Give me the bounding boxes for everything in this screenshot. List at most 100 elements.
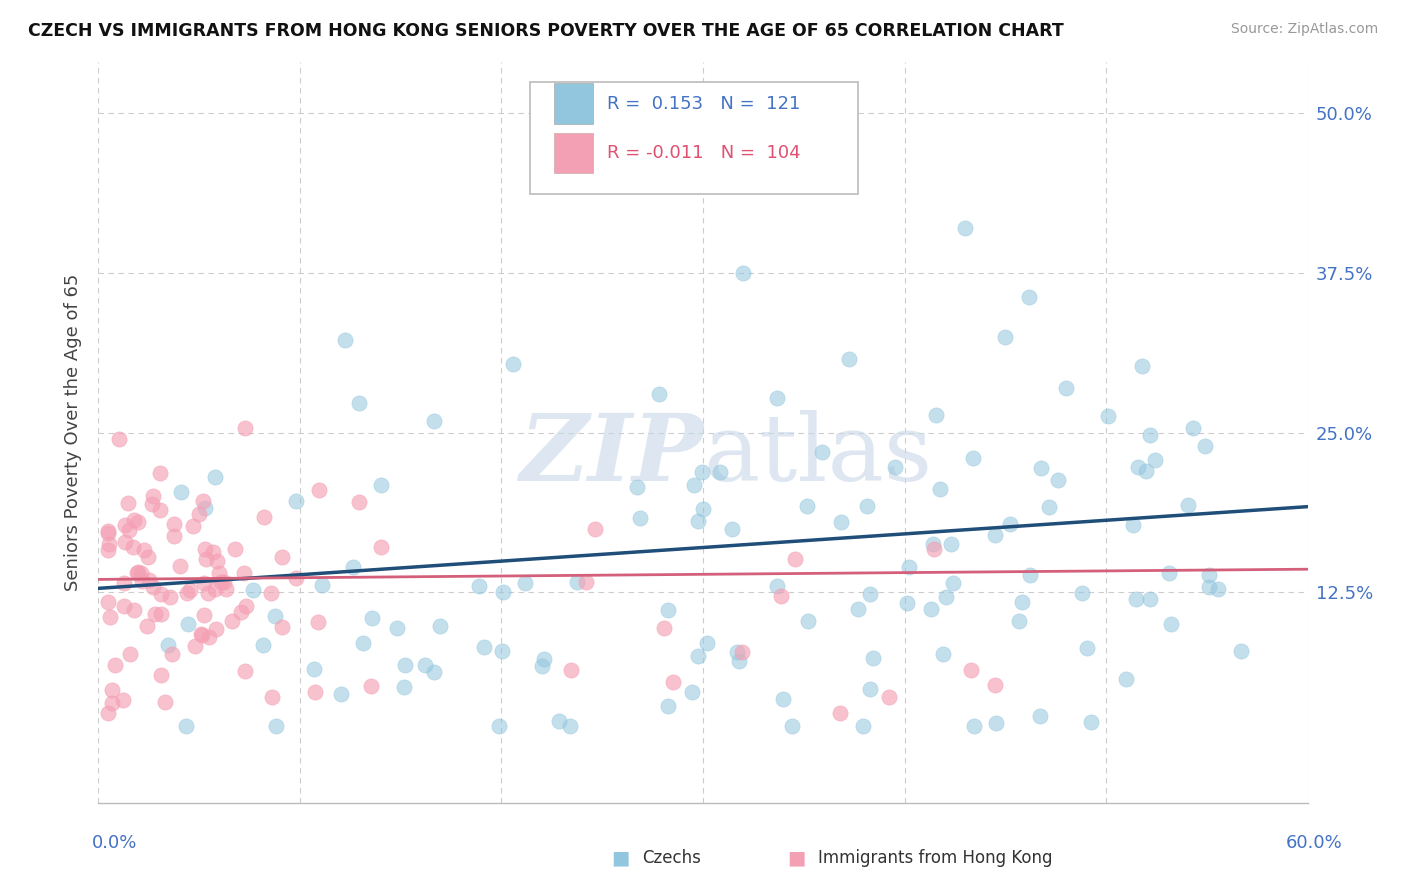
- Point: [308, 483, 330, 497]
- Point: [1160, 617, 1182, 632]
- Point: [153, 695, 176, 709]
- Point: [1038, 500, 1060, 515]
- Point: [361, 611, 384, 625]
- Point: [149, 607, 172, 622]
- Point: [984, 678, 1007, 692]
- Point: [583, 522, 606, 536]
- Point: [797, 614, 820, 628]
- Point: [98, 609, 121, 624]
- Point: [766, 391, 789, 405]
- Point: [696, 636, 718, 650]
- Point: [468, 579, 491, 593]
- Point: [271, 620, 294, 634]
- Point: [122, 540, 145, 554]
- Point: [347, 396, 370, 410]
- Point: [112, 693, 135, 707]
- Point: [921, 537, 943, 551]
- Point: [360, 679, 382, 693]
- Point: [311, 578, 333, 592]
- Point: [122, 603, 145, 617]
- Point: [198, 630, 221, 644]
- Point: [188, 507, 211, 521]
- Point: [772, 692, 794, 706]
- Point: [242, 582, 264, 597]
- Point: [935, 590, 957, 604]
- Point: [138, 574, 160, 588]
- Point: [1008, 614, 1031, 628]
- Point: [558, 719, 581, 733]
- Text: Immigrants from Hong Kong: Immigrants from Hong Kong: [818, 849, 1053, 867]
- Point: [547, 714, 569, 728]
- Point: [112, 599, 135, 613]
- Point: [271, 550, 294, 565]
- Point: [156, 638, 179, 652]
- Point: [1011, 595, 1033, 609]
- Point: [385, 621, 408, 635]
- Text: 60.0%: 60.0%: [1286, 834, 1343, 852]
- Text: ZIP: ZIP: [519, 409, 703, 500]
- Point: [846, 602, 869, 616]
- Point: [205, 554, 228, 568]
- Point: [1115, 672, 1137, 686]
- Point: [233, 421, 256, 435]
- Point: [104, 658, 127, 673]
- Point: [195, 551, 218, 566]
- Point: [1076, 640, 1098, 655]
- Point: [648, 386, 671, 401]
- Text: R = -0.011   N =  104: R = -0.011 N = 104: [607, 145, 801, 162]
- Point: [1130, 359, 1153, 373]
- Point: [97, 706, 120, 721]
- Point: [932, 647, 955, 661]
- Point: [770, 589, 793, 603]
- Point: [828, 706, 851, 721]
- Point: [859, 587, 882, 601]
- Point: [260, 585, 283, 599]
- Point: [205, 622, 228, 636]
- Point: [1125, 591, 1147, 606]
- Point: [193, 607, 215, 622]
- Point: [686, 514, 709, 528]
- Point: [260, 690, 283, 705]
- Point: [252, 638, 274, 652]
- Point: [1181, 421, 1204, 435]
- Text: CZECH VS IMMIGRANTS FROM HONG KONG SENIORS POVERTY OVER THE AGE OF 65 CORRELATIO: CZECH VS IMMIGRANTS FROM HONG KONG SENIO…: [28, 22, 1064, 40]
- Point: [163, 517, 186, 532]
- Point: [131, 574, 153, 589]
- Point: [98, 536, 121, 550]
- Point: [97, 524, 120, 538]
- Y-axis label: Seniors Poverty Over the Age of 65: Seniors Poverty Over the Age of 65: [65, 274, 83, 591]
- Point: [1029, 708, 1052, 723]
- Point: [118, 647, 141, 661]
- Point: [1229, 644, 1251, 658]
- Point: [263, 609, 285, 624]
- Point: [100, 683, 122, 698]
- Point: [347, 495, 370, 509]
- Point: [1029, 461, 1052, 475]
- Point: [941, 537, 963, 551]
- Point: [560, 663, 582, 677]
- Point: [898, 560, 921, 574]
- Point: [811, 445, 834, 459]
- Point: [626, 480, 648, 494]
- Point: [962, 451, 984, 466]
- Point: [959, 663, 981, 677]
- Point: [838, 352, 860, 367]
- Point: [657, 603, 679, 617]
- Point: [884, 459, 907, 474]
- Point: [1054, 381, 1077, 395]
- Point: [429, 619, 451, 633]
- Point: [136, 618, 159, 632]
- Point: [97, 543, 120, 558]
- Point: [394, 657, 416, 672]
- Point: [720, 522, 742, 536]
- Point: [783, 552, 806, 566]
- Point: [127, 515, 149, 529]
- Point: [803, 164, 825, 178]
- Point: [284, 572, 307, 586]
- Point: [725, 645, 748, 659]
- Point: [141, 497, 163, 511]
- Point: [928, 482, 950, 496]
- Point: [231, 606, 253, 620]
- Point: [170, 485, 193, 500]
- Point: [415, 658, 437, 673]
